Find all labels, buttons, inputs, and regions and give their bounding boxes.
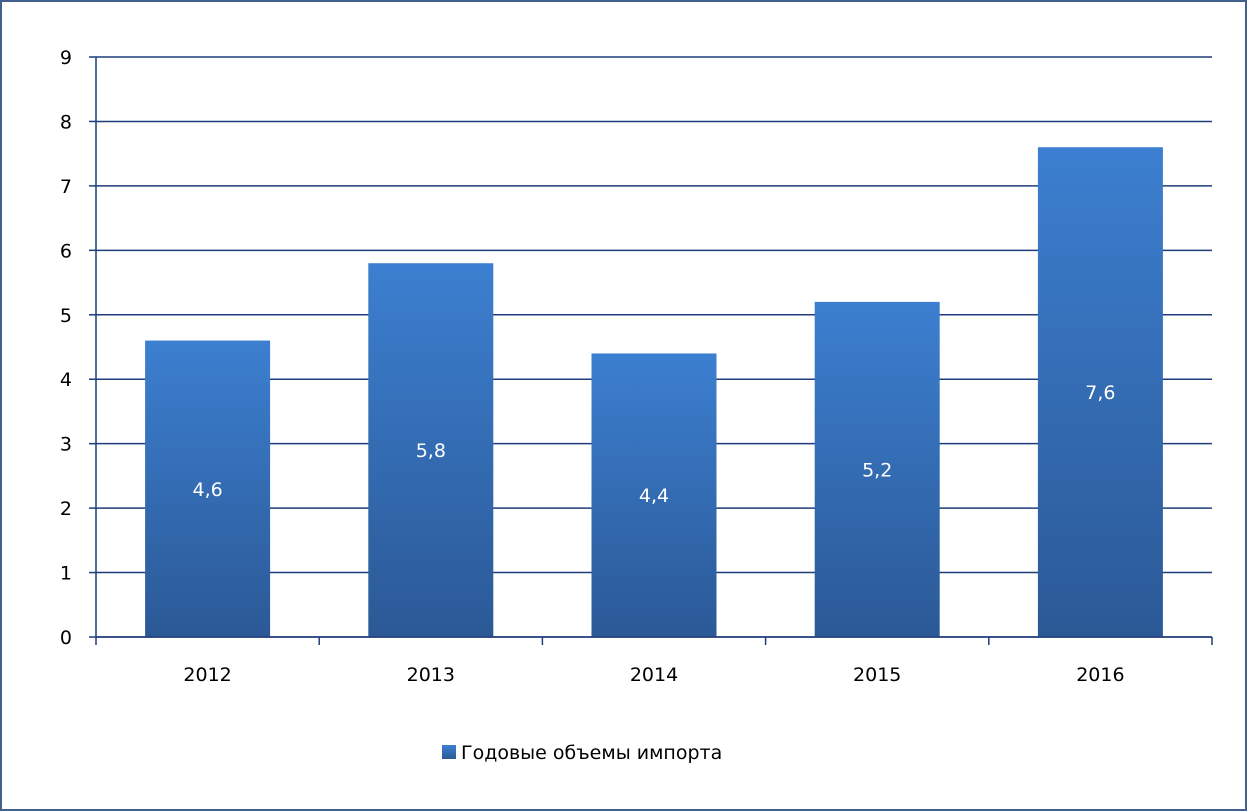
y-tick-label-7: 7 bbox=[60, 176, 72, 198]
x-tick-label-2014: 2014 bbox=[630, 664, 678, 686]
axes bbox=[89, 56, 1213, 645]
data-labels: 4,6 5,8 4,4 5,2 7,6 bbox=[192, 382, 1115, 507]
data-label-2014: 4,4 bbox=[639, 485, 669, 507]
legend-swatch bbox=[442, 745, 456, 759]
x-tick-label-2016: 2016 bbox=[1076, 664, 1124, 686]
y-tick-label-0: 0 bbox=[60, 627, 72, 649]
x-tick-labels: 2012 2013 2014 2015 2016 bbox=[183, 664, 1124, 686]
bar-2013 bbox=[368, 263, 494, 637]
y-tick-label-4: 4 bbox=[60, 369, 72, 391]
data-label-2012: 4,6 bbox=[192, 479, 222, 501]
y-tick-label-3: 3 bbox=[60, 434, 72, 456]
x-tick-label-2012: 2012 bbox=[183, 664, 231, 686]
data-label-2015: 5,2 bbox=[862, 459, 892, 481]
y-tick-label-1: 1 bbox=[60, 563, 72, 585]
bar-2016 bbox=[1037, 147, 1163, 637]
y-tick-label-6: 6 bbox=[60, 240, 72, 262]
y-tick-label-8: 8 bbox=[60, 111, 72, 133]
bar-2014 bbox=[591, 353, 717, 637]
bar-2012 bbox=[145, 340, 271, 637]
x-tick-label-2015: 2015 bbox=[853, 664, 901, 686]
y-tick-label-5: 5 bbox=[60, 305, 72, 327]
legend: Годовые объемы импорта bbox=[442, 742, 722, 764]
y-tick-label-9: 9 bbox=[60, 47, 72, 69]
bars bbox=[145, 147, 1163, 637]
y-tick-labels: 0 1 2 3 4 5 6 7 8 9 bbox=[60, 47, 72, 649]
x-tick-label-2013: 2013 bbox=[407, 664, 455, 686]
y-tick-label-2: 2 bbox=[60, 498, 72, 520]
data-label-2013: 5,8 bbox=[416, 440, 446, 462]
bar-2015 bbox=[814, 301, 940, 637]
data-label-2016: 7,6 bbox=[1085, 382, 1115, 404]
legend-label: Годовые объемы импорта bbox=[461, 742, 722, 764]
